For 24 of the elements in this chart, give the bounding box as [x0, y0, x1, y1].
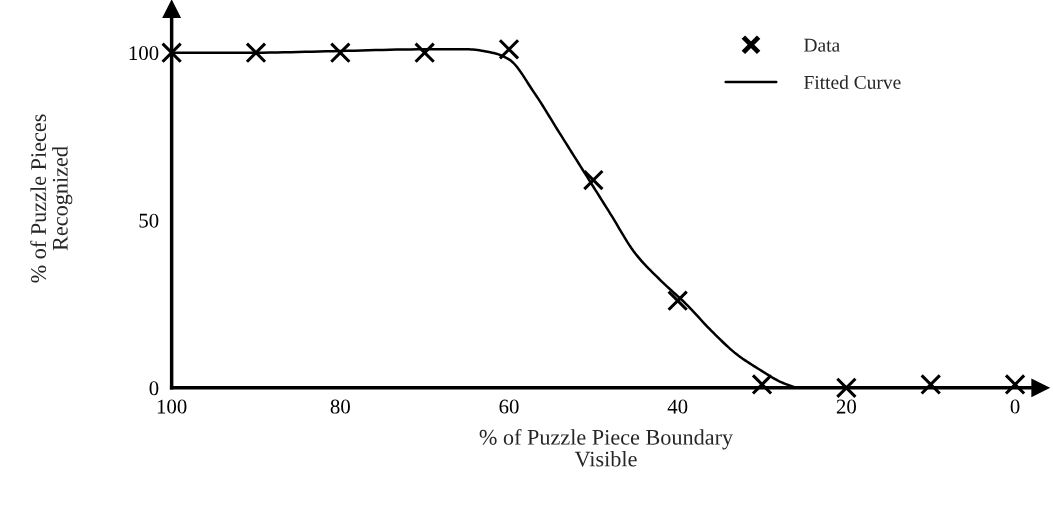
point [751, 373, 773, 396]
point [161, 42, 183, 64]
point [835, 377, 857, 399]
x-tick-label: 0 [1010, 399, 1020, 414]
point [582, 169, 604, 191]
x-tick-label: 40 [667, 399, 688, 414]
x-tick-label: 20 [836, 399, 856, 414]
x-tick-label: 100 [157, 399, 187, 414]
point [414, 42, 436, 64]
x-tick-label: 60 [499, 399, 519, 414]
y-tick-label: 50 [139, 213, 159, 228]
y-tick-label: 100 [129, 46, 159, 61]
point [667, 290, 689, 312]
point [498, 38, 520, 60]
point [329, 42, 351, 64]
y-axis-title: % of Puzzle Pieces Recognized [30, 114, 73, 283]
legend-label: Data [804, 38, 840, 52]
point [1004, 373, 1026, 396]
point [920, 373, 942, 396]
point [245, 42, 267, 64]
x-tick-label: 80 [330, 399, 350, 414]
x-axis-title: % of Puzzle Piece Boundary Visible [479, 428, 734, 467]
legend-label: Fitted Curve [804, 75, 901, 89]
y-tick-label: 0 [149, 381, 159, 396]
